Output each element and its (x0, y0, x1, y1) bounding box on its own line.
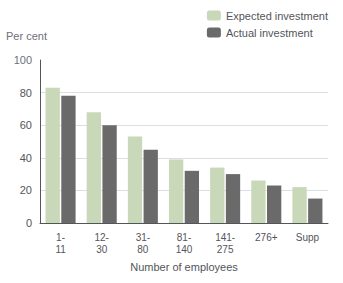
svg-text:11: 11 (55, 244, 66, 255)
svg-text:31-: 31- (136, 232, 150, 243)
svg-text:40: 40 (20, 152, 32, 164)
svg-text:Per cent: Per cent (6, 30, 47, 42)
svg-text:100: 100 (14, 54, 32, 66)
svg-text:140: 140 (176, 244, 193, 255)
svg-text:30: 30 (96, 244, 108, 255)
svg-text:12-: 12- (94, 232, 108, 243)
svg-text:20: 20 (20, 184, 32, 196)
svg-text:275: 275 (217, 244, 234, 255)
svg-text:Number of employees: Number of employees (130, 261, 238, 273)
svg-text:60: 60 (20, 119, 32, 131)
svg-text:1-: 1- (56, 232, 65, 243)
svg-text:Actual investment: Actual investment (226, 27, 313, 39)
svg-text:276+: 276+ (255, 232, 278, 243)
svg-text:80: 80 (137, 244, 149, 255)
svg-text:141-: 141- (215, 232, 235, 243)
svg-text:0: 0 (26, 217, 32, 229)
svg-text:Expected investment: Expected investment (226, 10, 328, 22)
svg-text:80: 80 (20, 87, 32, 99)
svg-text:Supp: Supp (296, 232, 320, 243)
svg-text:81-: 81- (177, 232, 191, 243)
